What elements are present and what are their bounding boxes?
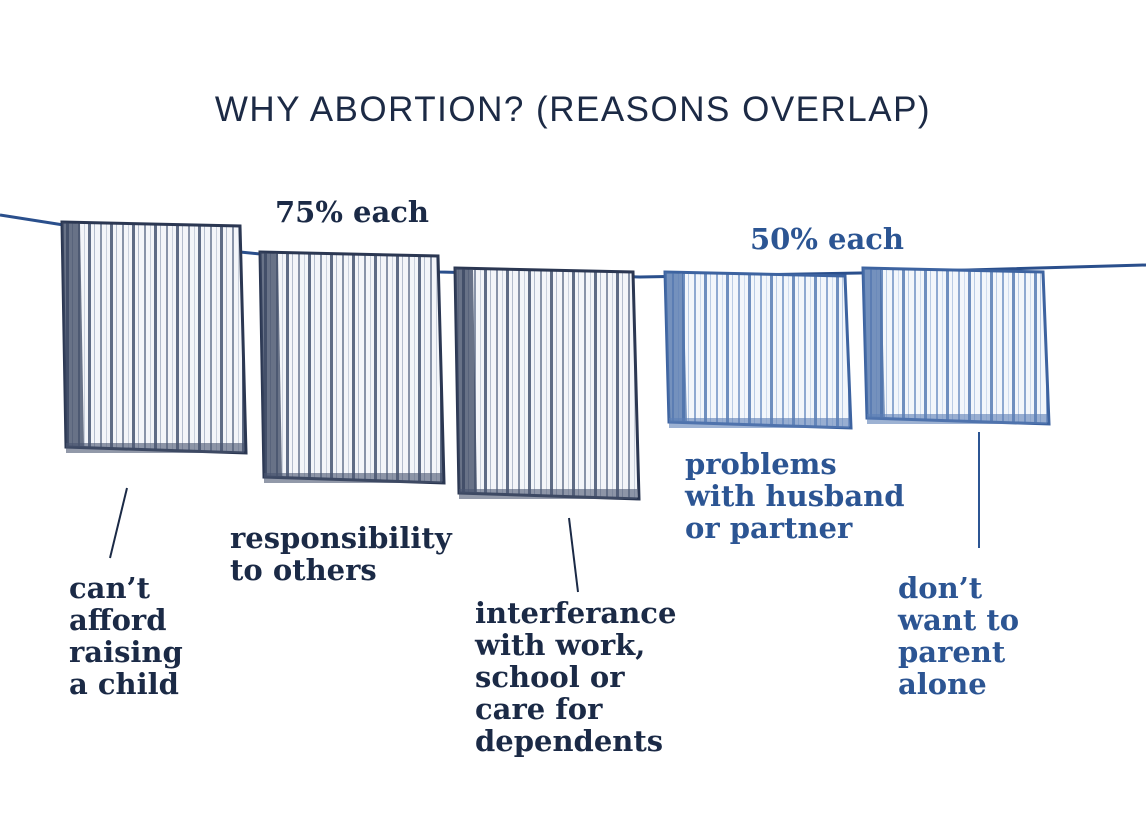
towel-bar-2: [453, 266, 641, 501]
group-label-50: 50% each: [750, 222, 904, 256]
reason-label-1: responsibility to others: [230, 521, 452, 587]
group-label-75: 75% each: [275, 195, 429, 229]
towel-bar-4: [861, 266, 1051, 426]
towel-bar-3: [663, 270, 853, 430]
reason-label-0: can’t afford raising a child: [69, 571, 183, 701]
leader-line-0: [109, 487, 128, 559]
chart-title: WHY ABORTION? (REASONS OVERLAP): [214, 90, 932, 129]
towel-bar-1: [258, 250, 446, 485]
reason-label-2: interferance with work, school or care f…: [475, 596, 677, 758]
leader-line-2: [568, 517, 579, 593]
towel-bar-0: [60, 220, 248, 455]
reason-label-3: problems with husband or partner: [685, 447, 905, 545]
reason-label-4: don’t want to parent alone: [898, 571, 1020, 701]
